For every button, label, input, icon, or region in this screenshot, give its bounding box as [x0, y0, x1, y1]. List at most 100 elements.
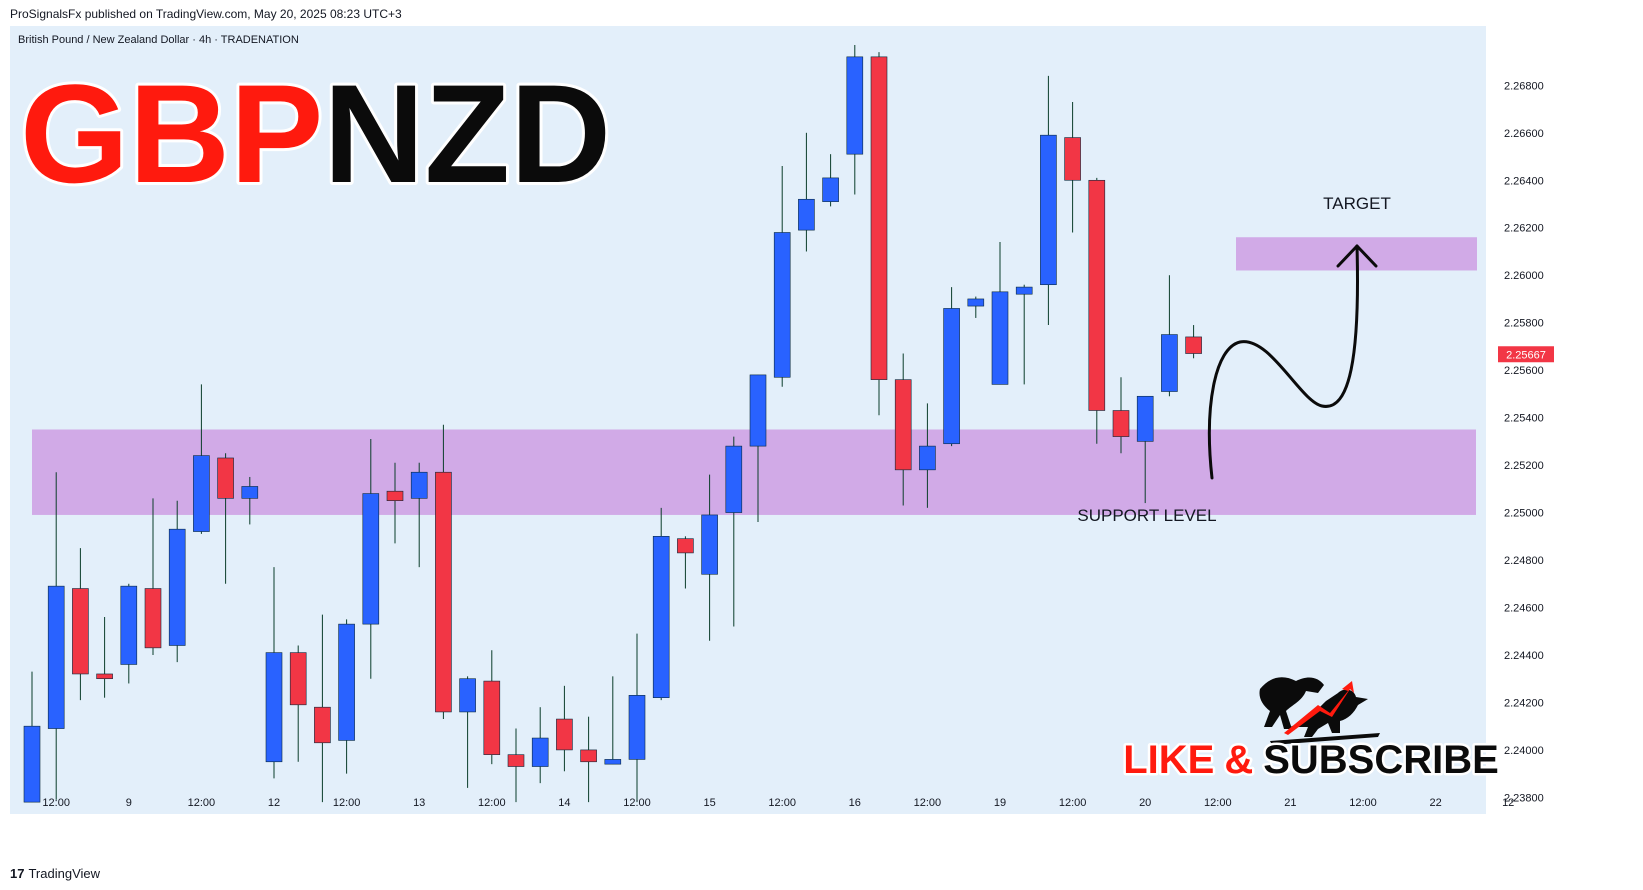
candle-body-down — [1112, 410, 1130, 437]
candle[interactable] — [1112, 377, 1130, 454]
price-tick-label: 2.25000 — [1504, 508, 1544, 520]
time-tick-label: 12 — [268, 797, 280, 809]
candle[interactable] — [556, 685, 573, 772]
candle[interactable] — [773, 166, 791, 387]
target-label: TARGET — [1323, 194, 1391, 213]
price-tick-label: 2.24400 — [1504, 650, 1544, 662]
candle-body-down — [483, 680, 501, 755]
candle[interactable] — [846, 44, 864, 195]
candle[interactable] — [919, 403, 936, 508]
candle-body-up — [652, 536, 670, 698]
candle-body-up — [47, 585, 65, 729]
candle[interactable] — [677, 536, 694, 589]
publisher-line: ProSignalsFx published on TradingView.co… — [10, 7, 402, 21]
price-tick-label: 2.26400 — [1504, 175, 1544, 187]
candle[interactable] — [483, 650, 501, 765]
chart-area[interactable]: 2.23800 2.24000 2.24200 2.24400 2.24600 2.248… — [10, 26, 1633, 856]
candle[interactable] — [435, 424, 452, 720]
candle[interactable] — [1040, 75, 1057, 326]
candle[interactable] — [991, 241, 1009, 385]
candle-body-up — [943, 308, 960, 445]
candle[interactable] — [1088, 177, 1106, 444]
candle[interactable] — [531, 707, 549, 784]
bear-icon — [1259, 677, 1324, 729]
candle[interactable] — [1136, 395, 1154, 504]
candle[interactable] — [96, 617, 113, 698]
time-tick-label: 12:00 — [188, 797, 216, 809]
candle-body-up — [991, 291, 1009, 385]
candle[interactable] — [798, 132, 815, 252]
candle[interactable] — [870, 52, 888, 416]
price-tick-label: 2.25600 — [1504, 365, 1544, 377]
candle[interactable] — [265, 567, 283, 779]
candle-body-down — [217, 457, 234, 499]
candle[interactable] — [894, 353, 912, 506]
candle[interactable] — [1161, 275, 1178, 397]
time-tick-label: 20 — [1139, 797, 1151, 809]
bull-bear-logo — [1259, 677, 1380, 745]
price-tick-label: 2.25800 — [1504, 318, 1544, 330]
price-tick-label: 2.25200 — [1504, 460, 1544, 472]
candle[interactable] — [168, 500, 186, 663]
candle[interactable] — [289, 645, 307, 762]
symbol-title-gbp: GBP — [20, 55, 323, 212]
chart-description: British Pound / New Zealand Dollar · 4h … — [18, 34, 299, 46]
tradingview-brand: TradingView — [28, 866, 101, 881]
candle-body-up — [967, 298, 985, 307]
candle[interactable] — [1185, 325, 1202, 359]
candle-body-down — [72, 588, 89, 675]
candle[interactable] — [943, 287, 960, 447]
candles-layer — [23, 44, 1202, 803]
candle[interactable] — [338, 619, 355, 774]
candle[interactable] — [120, 583, 138, 684]
candle[interactable] — [314, 614, 331, 803]
candle[interactable] — [749, 374, 767, 523]
candle[interactable] — [604, 676, 622, 765]
candle[interactable] — [459, 676, 476, 788]
candle-body-up — [628, 695, 646, 760]
cta-subscribe: SUBSCRIBE — [1263, 738, 1499, 782]
candle-body-up — [773, 232, 791, 378]
candle-body-down — [1088, 179, 1106, 411]
time-tick-label: 12:00 — [768, 797, 796, 809]
candle[interactable] — [72, 548, 89, 701]
candle[interactable] — [822, 154, 839, 207]
candle[interactable] — [47, 472, 65, 800]
candle[interactable] — [507, 728, 525, 803]
candle[interactable] — [217, 453, 234, 584]
candle[interactable] — [23, 671, 41, 803]
candle[interactable] — [410, 462, 428, 568]
candle[interactable] — [628, 633, 646, 803]
candle[interactable] — [701, 474, 718, 641]
price-tick-label: 2.24800 — [1504, 555, 1544, 567]
candle-body-down — [894, 379, 912, 471]
time-tick-label: 16 — [849, 797, 861, 809]
candle[interactable] — [386, 462, 404, 544]
tradingview-logo[interactable]: 17 TradingView — [10, 866, 100, 881]
candle-body-up — [604, 759, 622, 765]
time-tick-label: 12:00 — [1349, 797, 1377, 809]
candle[interactable] — [193, 384, 210, 534]
candle[interactable] — [241, 476, 259, 525]
candle[interactable] — [725, 436, 743, 627]
time-tick-label: 12:00 — [623, 797, 651, 809]
time-tick-label: 21 — [1284, 797, 1296, 809]
candle[interactable] — [362, 438, 380, 679]
candle[interactable] — [580, 716, 597, 803]
candle[interactable] — [1015, 284, 1033, 385]
time-tick-label: 19 — [994, 797, 1006, 809]
candle-body-down — [435, 471, 452, 713]
candle[interactable] — [144, 498, 162, 655]
candle[interactable] — [1064, 101, 1081, 233]
candle[interactable] — [652, 507, 670, 701]
logo-underline — [1270, 733, 1380, 745]
price-tick-label: 2.24200 — [1504, 697, 1544, 709]
candlestick-chart[interactable]: 2.23800 2.24000 2.24200 2.24400 2.24600 2.248… — [10, 26, 1633, 856]
candle-body-up — [822, 177, 839, 202]
time-tick-label: 12:00 — [1204, 797, 1232, 809]
candle[interactable] — [967, 296, 985, 318]
time-tick-label: 12:00 — [42, 797, 70, 809]
candle-body-down — [144, 588, 162, 649]
price-tick-label: 2.25400 — [1504, 413, 1544, 425]
annotation-layer: British Pound / New Zealand Dollar · 4h … — [17, 34, 1501, 785]
